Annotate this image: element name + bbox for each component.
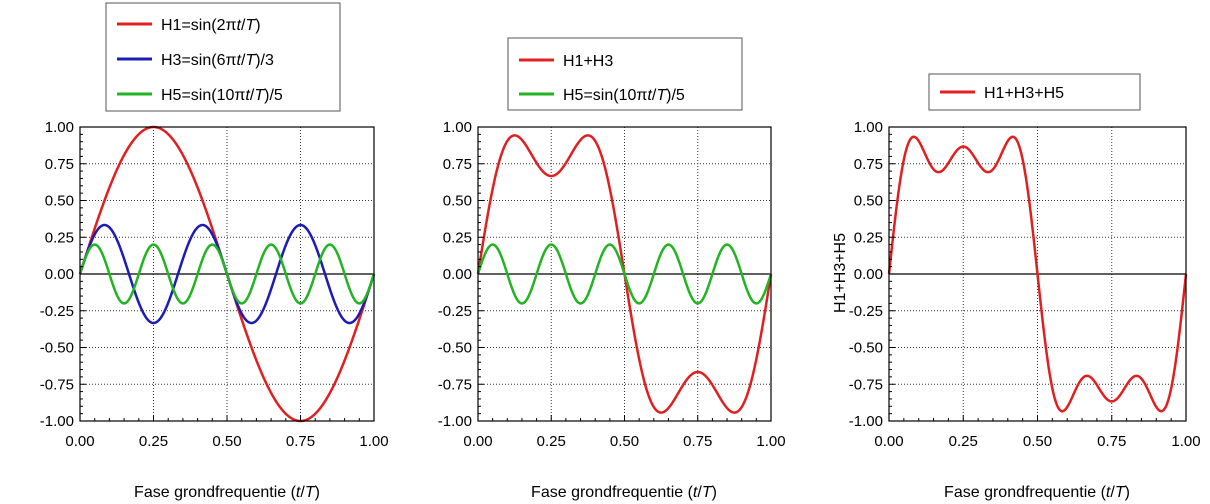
y-tick-label: 0.75: [45, 156, 74, 173]
y-tick-label: 1.00: [854, 119, 883, 136]
series-line-2-2: [476, 243, 773, 305]
x-tick-label: 0.75: [286, 433, 315, 450]
x-tick-label: 0.00: [874, 433, 903, 450]
chart-panel-2: H1+H3 H5=sin(10πt/T)/5 1.00 0.75 0.50 0.25 0…: [438, 37, 786, 501]
x-axis-ticks-2: [477, 415, 772, 421]
x-tick-label: 0.50: [610, 433, 639, 450]
y-tick-label: 0.50: [443, 193, 472, 210]
y-tick-label: 0.00: [443, 266, 472, 283]
y-axis-ticks-2: [478, 126, 484, 422]
y-tick-label: 0.75: [854, 156, 883, 173]
y-tick-label: -0.75: [438, 376, 472, 393]
x-tick-label: 0.00: [463, 433, 492, 450]
y-tick-label: -0.50: [438, 340, 472, 357]
y-tick-label: 0.25: [443, 229, 472, 246]
legend-box-3: H1+H3+H5: [928, 73, 1141, 111]
y-tick-label: -0.50: [40, 340, 74, 357]
y-tick-label: 0.50: [854, 193, 883, 210]
y-tick-label: -0.50: [849, 340, 883, 357]
plot-area-3: 1.00 0.75 0.50 0.25 0.00 -0.25 -0.50 -0.75 -1.00…: [849, 119, 1201, 450]
y-tick-label: -0.25: [849, 303, 883, 320]
legend-label-h5: H5=sin(10πt/T)/5: [563, 87, 685, 104]
x-axis-title-3: Fase grondfrequentie (t/T): [944, 484, 1130, 501]
y-tick-label: -0.25: [40, 303, 74, 320]
x-tick-label: 0.75: [1097, 433, 1126, 450]
x-tick-label: 1.00: [756, 433, 785, 450]
y-tick-label: 0.25: [854, 229, 883, 246]
y-tick-label: 0.25: [45, 229, 74, 246]
y-tick-label: 1.00: [45, 119, 74, 136]
legend-box-2: H1+H3 H5=sin(10πt/T)/5: [507, 37, 743, 111]
x-tick-label: 0.50: [1023, 433, 1052, 450]
y-tick-label: -0.75: [849, 376, 883, 393]
legend-label-h1-h3-h5: H1+H3+H5: [984, 85, 1064, 102]
y-tick-label: 0.00: [854, 266, 883, 283]
legend-box-1: H1=sin(2πt/T) H3=sin(6πt/T)/3 H5=sin(10π…: [105, 2, 341, 112]
legend-label-h5: H5=sin(10πt/T)/5: [161, 87, 283, 104]
y-axis-ticks-3: [889, 126, 895, 422]
y-tick-label: 0.50: [45, 193, 74, 210]
series-line-3-1: [887, 135, 1188, 413]
plot-area-1: 1.00 0.75 0.50 0.25 0.00 -0.25 -0.50 -0.75 -1.00…: [40, 119, 389, 450]
x-tick-label: 0.25: [537, 433, 566, 450]
x-axis-title-1: Fase grondfrequentie (t/T): [134, 484, 320, 501]
chart-panel-3: H1+H3+H5 1.00 0.75 0.50 0.25 0.00 -0.25 -0.50 -…: [832, 73, 1201, 501]
y-tick-label: -1.00: [40, 413, 74, 430]
x-tick-label: 0.00: [65, 433, 94, 450]
y-axis-ticks-1: [80, 126, 86, 422]
x-tick-label: 1.00: [1171, 433, 1200, 450]
x-axis-title-2: Fase grondfrequentie (t/T): [531, 484, 717, 501]
legend-label-h1: H1=sin(2πt/T): [161, 17, 261, 34]
chart-panel-1: H1=sin(2πt/T) H3=sin(6πt/T)/3 H5=sin(10π…: [40, 2, 389, 501]
legend-label-h3: H3=sin(6πt/T)/3: [161, 52, 274, 69]
y-tick-label: -0.75: [40, 376, 74, 393]
y-axis-title-3: H1+H3+H5: [832, 233, 849, 313]
y-tick-label: -0.25: [438, 303, 472, 320]
y-tick-label: -1.00: [849, 413, 883, 430]
plot-area-2: 1.00 0.75 0.50 0.25 0.00 -0.25 -0.50 -0.75 -1.00…: [438, 119, 786, 450]
y-tick-label: -1.00: [438, 413, 472, 430]
x-axis-ticks-3: [888, 415, 1187, 421]
y-tick-label: 0.75: [443, 156, 472, 173]
x-axis-ticks-1: [79, 415, 375, 421]
y-tick-label: 1.00: [443, 119, 472, 136]
x-tick-label: 0.50: [212, 433, 241, 450]
series-line-1-3: [78, 243, 376, 305]
x-tick-label: 1.00: [359, 433, 388, 450]
legend-label-h1-h3: H1+H3: [563, 53, 613, 70]
x-tick-label: 0.25: [949, 433, 978, 450]
x-tick-label: 0.75: [683, 433, 712, 450]
y-tick-label: 0.00: [45, 266, 74, 283]
x-tick-label: 0.25: [139, 433, 168, 450]
